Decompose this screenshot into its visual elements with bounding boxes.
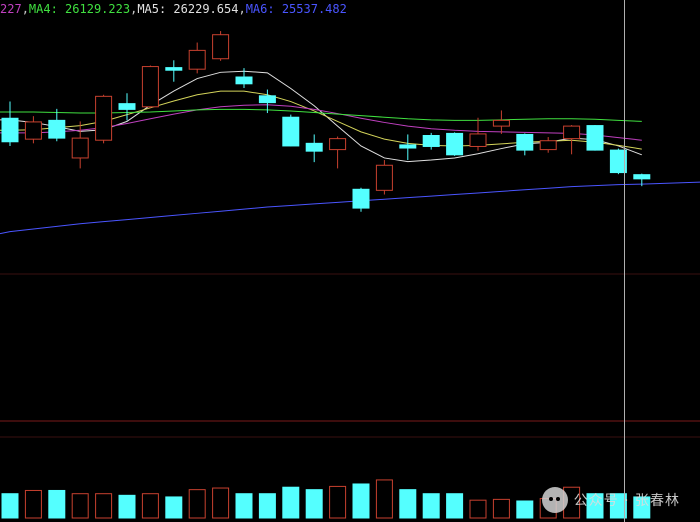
volume-bar xyxy=(329,485,347,519)
ma6-legend: MA6: 25537.482 xyxy=(245,2,347,16)
volume-bar xyxy=(586,493,604,519)
volume-bar xyxy=(352,483,370,519)
volume-bar xyxy=(633,496,651,519)
candle-body xyxy=(212,34,230,60)
ma5-legend: MA5: 26229.654 xyxy=(137,2,239,16)
candle-body xyxy=(633,174,651,180)
candle-body xyxy=(48,119,66,139)
candle-body xyxy=(609,149,627,174)
watermark-text: 公众号 · 张春林 xyxy=(573,493,680,509)
volume-bar xyxy=(24,489,42,519)
candle-body xyxy=(141,66,159,108)
volume-bar xyxy=(188,489,206,519)
volume-bar xyxy=(516,500,534,519)
candle-body xyxy=(235,76,253,85)
candle-body xyxy=(1,117,19,143)
candle-body xyxy=(586,125,604,151)
candle-body xyxy=(165,67,183,71)
candle-body xyxy=(539,140,557,151)
candle-body xyxy=(469,133,487,147)
volume-bar xyxy=(375,479,393,519)
volume-bar xyxy=(422,493,440,519)
candle-body xyxy=(563,125,581,140)
volume-bar xyxy=(1,493,19,519)
volume-bar xyxy=(399,489,417,519)
candle-body xyxy=(71,137,89,159)
volume-bar xyxy=(71,493,89,519)
candle-body xyxy=(422,135,440,147)
watermark: 公众号 · 张春林 xyxy=(541,486,680,514)
volume-bar xyxy=(212,487,230,519)
volume-bar xyxy=(118,494,136,519)
volume-bar xyxy=(165,496,183,519)
candle-body xyxy=(516,133,534,151)
candle-body xyxy=(492,119,510,127)
volume-bar xyxy=(48,489,66,519)
candle-body xyxy=(118,103,136,110)
candle-body xyxy=(95,95,113,141)
wechat-icon xyxy=(541,487,568,513)
ma3-legend-partial: 227 xyxy=(0,2,22,16)
candle-body xyxy=(352,188,370,209)
candle-body xyxy=(258,95,276,104)
legend-separator: , xyxy=(238,2,246,16)
volume-bar xyxy=(305,489,323,519)
ma-line-ma6 xyxy=(0,181,700,235)
volume-bar xyxy=(492,498,510,519)
candle-body xyxy=(329,138,347,151)
volume-bar xyxy=(141,493,159,519)
volume-bar xyxy=(609,493,627,519)
candle-body xyxy=(399,144,417,149)
candle-body xyxy=(24,121,42,140)
legend-separator: , xyxy=(21,2,29,16)
volume-bar xyxy=(258,493,276,519)
volume-bar xyxy=(235,493,253,519)
candle-body xyxy=(282,116,300,147)
candle-body xyxy=(446,132,464,156)
ma4-legend: MA4: 26129.223 xyxy=(28,2,131,16)
volume-bar xyxy=(282,486,300,519)
volume-bar xyxy=(469,499,487,519)
candle-body xyxy=(375,164,393,191)
ma-legend: 227,MA4: 26129.223,MA5: 26229.654,MA6: 2… xyxy=(0,0,347,18)
candle-body xyxy=(188,49,206,70)
legend-separator: , xyxy=(130,2,138,16)
candle-body xyxy=(305,142,323,152)
volume-bar xyxy=(446,493,464,519)
volume-bar xyxy=(95,493,113,519)
